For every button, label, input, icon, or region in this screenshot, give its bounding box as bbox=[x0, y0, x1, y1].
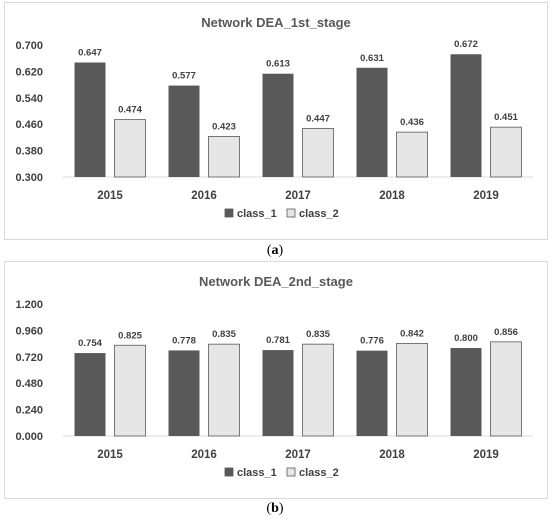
data-label: 0.647 bbox=[78, 47, 102, 58]
bar-class_2-2016 bbox=[208, 136, 240, 178]
y-tick-label: 0.720 bbox=[15, 352, 43, 364]
y-tick-label: 0.960 bbox=[15, 325, 43, 337]
bar-class_2-2018 bbox=[396, 131, 428, 178]
bar-class_2-2015 bbox=[114, 344, 146, 437]
data-label: 0.474 bbox=[118, 105, 142, 116]
data-label: 0.800 bbox=[454, 333, 478, 344]
data-label: 0.423 bbox=[212, 121, 236, 132]
x-tick-label: 2018 bbox=[379, 449, 405, 461]
y-tick-label: 0.460 bbox=[15, 119, 43, 131]
x-tick-label: 2018 bbox=[379, 190, 405, 202]
chart-panel-b: Network DEA_2nd_stage 0.000 0.240 0.480 0.72… bbox=[4, 261, 548, 499]
data-label: 0.672 bbox=[454, 39, 478, 50]
bar-class_2-2017 bbox=[302, 128, 334, 178]
caption-a: (a) bbox=[266, 243, 284, 258]
y-tick-label: 0.620 bbox=[15, 66, 43, 78]
data-label: 0.856 bbox=[494, 327, 518, 338]
data-label: 0.631 bbox=[360, 53, 384, 64]
data-label: 0.778 bbox=[172, 335, 196, 346]
legend-swatch-class_1 bbox=[224, 208, 234, 218]
bar-class_1-2015 bbox=[74, 353, 106, 436]
y-tick-label: 0.700 bbox=[15, 40, 43, 52]
bar-class_2-2019 bbox=[490, 341, 522, 437]
bar-class_1-2016 bbox=[168, 350, 200, 436]
chart-title: Network DEA_2nd_stage bbox=[199, 274, 353, 289]
bar-class_2-2019 bbox=[490, 126, 522, 178]
x-tick-label: 2019 bbox=[473, 449, 499, 461]
chart-title: Network DEA_1st_stage bbox=[201, 15, 351, 30]
bar-class_2-2017 bbox=[302, 343, 334, 437]
x-tick-label: 2017 bbox=[285, 190, 311, 202]
y-tick-label: 0.300 bbox=[15, 172, 43, 184]
legend-label-class_1: class_1 bbox=[237, 208, 277, 220]
bar-class_1-2019 bbox=[450, 348, 482, 436]
data-label: 0.451 bbox=[494, 112, 518, 123]
data-label: 0.835 bbox=[212, 329, 236, 340]
data-label: 0.436 bbox=[400, 117, 424, 128]
legend-swatch-class_2 bbox=[286, 467, 296, 477]
legend-label-class_2: class_2 bbox=[299, 208, 339, 220]
legend-swatch-class_1 bbox=[224, 467, 234, 477]
data-label: 0.754 bbox=[78, 338, 102, 349]
data-label: 0.613 bbox=[266, 59, 290, 70]
bar-class_1-2017 bbox=[262, 73, 294, 177]
x-tick-label: 2015 bbox=[97, 449, 123, 461]
y-tick-label: 0.240 bbox=[15, 405, 43, 417]
bar-class_1-2019 bbox=[450, 54, 482, 177]
legend-swatch-class_2 bbox=[286, 208, 296, 218]
caption-b: (b) bbox=[266, 501, 284, 516]
data-label: 0.776 bbox=[360, 336, 384, 347]
bar-class_1-2015 bbox=[74, 62, 106, 177]
bar-class_1-2018 bbox=[356, 350, 388, 436]
data-label: 0.825 bbox=[118, 330, 142, 341]
bar-class_2-2018 bbox=[396, 342, 428, 437]
y-tick-label: 0.480 bbox=[15, 378, 43, 390]
data-label: 0.835 bbox=[306, 329, 330, 340]
data-label: 0.842 bbox=[400, 328, 424, 339]
y-tick-label: 0.380 bbox=[15, 146, 43, 158]
data-label: 0.781 bbox=[266, 335, 290, 346]
x-tick-label: 2019 bbox=[473, 190, 499, 202]
chart-a-svg: Network DEA_1st_stage 0.300 0.380 0.460 0.54… bbox=[15, 15, 533, 220]
bar-class_2-2016 bbox=[208, 343, 240, 437]
bar-class_1-2017 bbox=[262, 350, 294, 436]
chart-panel-a: Network DEA_1st_stage 0.300 0.380 0.460 0.54… bbox=[4, 2, 548, 240]
y-tick-label: 1.200 bbox=[15, 299, 43, 311]
x-tick-label: 2016 bbox=[191, 190, 217, 202]
y-tick-label: 0.540 bbox=[15, 93, 43, 105]
data-label: 0.447 bbox=[306, 113, 330, 124]
legend-label-class_2: class_2 bbox=[299, 467, 339, 479]
x-tick-label: 2017 bbox=[285, 449, 311, 461]
y-tick-label: 0.000 bbox=[15, 431, 43, 443]
chart-b-svg: Network DEA_2nd_stage 0.000 0.240 0.480 0.72… bbox=[15, 274, 533, 479]
bar-class_1-2018 bbox=[356, 67, 388, 177]
x-tick-label: 2016 bbox=[191, 449, 217, 461]
bar-class_2-2015 bbox=[114, 119, 146, 178]
legend-label-class_1: class_1 bbox=[237, 467, 277, 479]
bar-class_1-2016 bbox=[168, 85, 200, 177]
data-label: 0.577 bbox=[172, 71, 196, 82]
x-tick-label: 2015 bbox=[97, 190, 123, 202]
